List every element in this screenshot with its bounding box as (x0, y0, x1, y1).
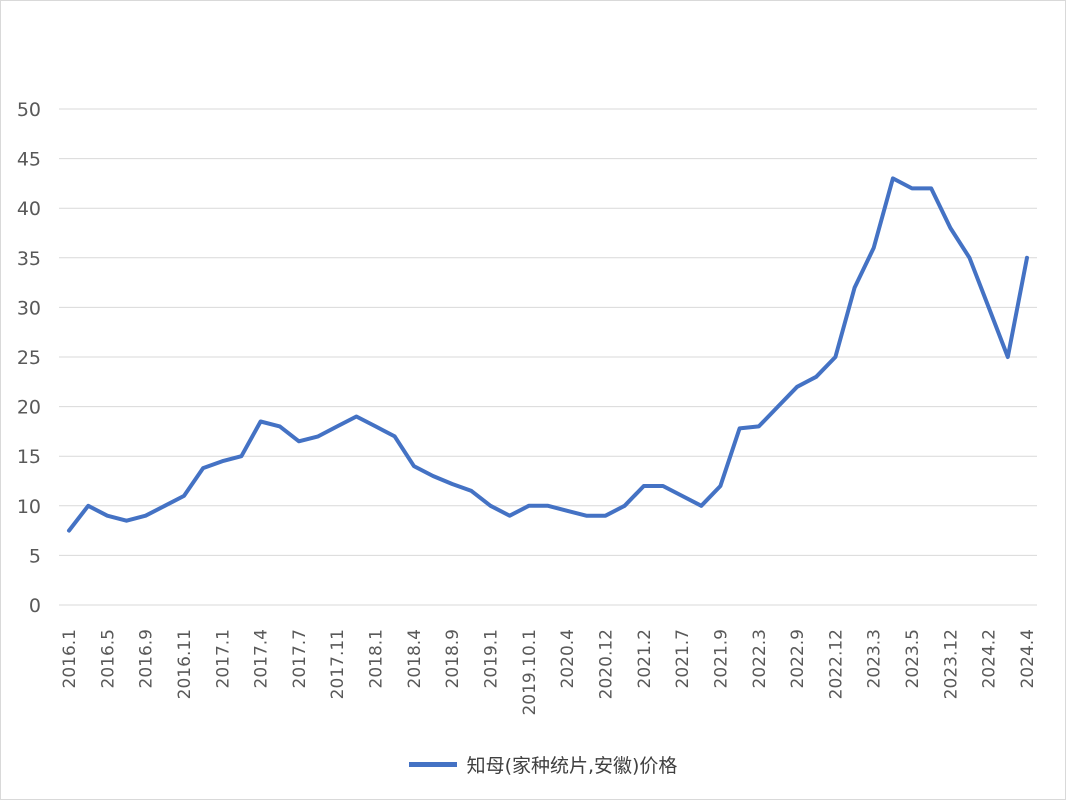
y-tick-label: 50 (17, 99, 41, 121)
y-tick-label: 25 (17, 347, 41, 369)
x-tick-label: 2019.10.1 (520, 629, 540, 716)
x-tick-label: 2022.9 (788, 629, 808, 688)
x-tick-label: 2016.11 (175, 629, 195, 699)
legend-swatch (408, 761, 457, 767)
x-tick-label: 2017.11 (328, 629, 348, 699)
x-tick-label: 2016.5 (98, 629, 118, 688)
x-tick-label: 2018.1 (367, 629, 387, 688)
x-tick-label: 2016.9 (137, 629, 157, 688)
y-tick-label: 45 (17, 149, 41, 171)
x-tick-label: 2022.3 (750, 629, 770, 688)
legend: 知母(家种统片,安徽)价格 (1, 749, 1065, 779)
x-tick-label: 2024.2 (980, 629, 1000, 688)
x-tick-label: 2021.7 (673, 629, 693, 688)
y-tick-label: 0 (29, 595, 41, 617)
y-tick-label: 10 (17, 496, 41, 518)
x-tick-label: 2017.4 (252, 629, 272, 688)
x-tick-label: 2021.2 (635, 629, 655, 688)
x-tick-label: 2023.5 (903, 629, 923, 688)
series-line-zhimu-price (67, 176, 1029, 533)
x-tick-label: 2021.9 (711, 629, 731, 688)
x-tick-label: 2017.7 (290, 629, 310, 688)
y-tick-label: 20 (17, 397, 41, 419)
y-tick-label: 5 (29, 545, 41, 567)
x-axis-ticks: 2016.1 2016.5 2016.9 2016.11 2017.1 2017.4 201… (60, 629, 1038, 716)
gridlines (59, 108, 1037, 606)
x-tick-label: 2017.1 (213, 629, 233, 688)
x-tick-label: 2020.4 (558, 629, 578, 688)
x-tick-label: 2024.4 (1018, 629, 1038, 688)
y-tick-label: 15 (17, 446, 41, 468)
y-tick-label: 40 (17, 198, 41, 220)
y-tick-label: 35 (17, 248, 41, 270)
x-tick-label: 2016.1 (60, 629, 80, 688)
legend-label: 知母(家种统片,安徽)价格 (466, 754, 678, 777)
y-axis-ticks: 0 5 10 15 20 25 30 35 40 45 50 (17, 99, 41, 617)
x-tick-label: 2018.9 (443, 629, 463, 688)
x-tick-label: 2019.1 (482, 629, 502, 688)
x-tick-label: 2023.12 (941, 629, 961, 699)
x-tick-label: 2023.3 (865, 629, 885, 688)
series-layer (67, 176, 1029, 533)
x-tick-label: 2020.12 (596, 629, 616, 699)
y-tick-label: 30 (17, 297, 41, 319)
x-tick-label: 2022.12 (826, 629, 846, 699)
x-tick-label: 2018.4 (405, 629, 425, 688)
